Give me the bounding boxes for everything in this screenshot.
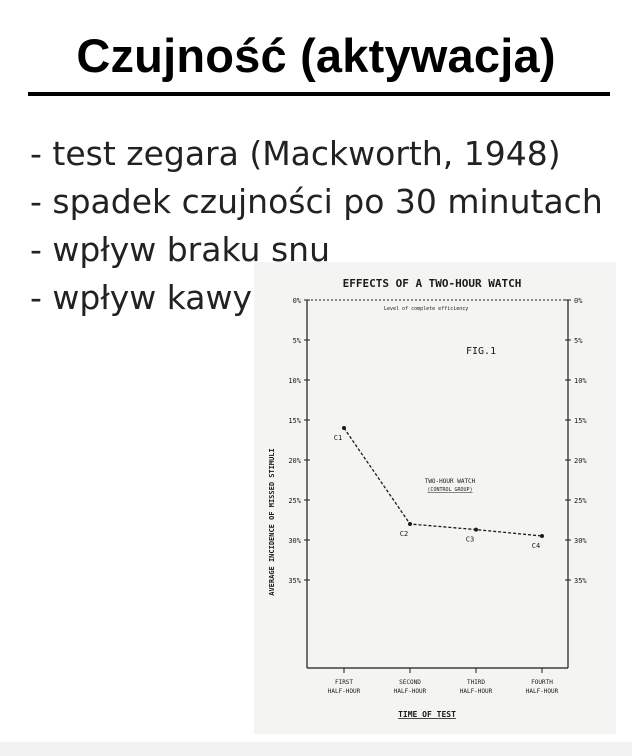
data-marks: C1 C2 C3 C4 (334, 426, 544, 550)
y-axis-label: AVERAGE INCIDENCE OF MISSED STIMULI (268, 448, 276, 596)
y-tick-label-right: 5% (574, 337, 583, 345)
y-tick-label-right: 35% (574, 577, 587, 585)
data-point (408, 522, 412, 526)
vigilance-chart: EFFECTS OF A TWO-HOUR WATCH FIG.1 Level … (268, 277, 587, 719)
y-tick-label-left: 20% (288, 457, 301, 465)
tick-labels: 0% 5% 10% 15% 20% 25% 30% 35% 0% 5% 10% 15% 20% 25% 30… (288, 297, 587, 695)
bullet-list: - test zegara (Mackworth, 1948) - spadek… (30, 130, 603, 322)
x-tick-label: SECOND (399, 679, 421, 686)
x-tick-label: THIRD (467, 679, 485, 686)
data-point (540, 534, 544, 538)
y-tick-label-left: 5% (293, 337, 302, 345)
bottom-bar (0, 742, 632, 756)
y-tick-label-left: 35% (288, 577, 301, 585)
y-tick-label-left: 25% (288, 497, 301, 505)
title-underline (28, 92, 610, 96)
x-tick-label: HALF-HOUR (394, 688, 427, 695)
point-label: C3 (466, 536, 474, 544)
chart-figure: EFFECTS OF A TWO-HOUR WATCH FIG.1 Level … (254, 262, 616, 734)
series-line (343, 427, 543, 537)
series-label: TWO-HOUR WATCH (425, 478, 476, 485)
series-subtitle: (CONTROL GROUP) (427, 487, 472, 493)
y-tick-label-right: 0% (574, 297, 583, 305)
y-tick-label-right: 15% (574, 417, 587, 425)
y-tick-label-left: 30% (288, 537, 301, 545)
data-point (342, 426, 346, 430)
point-label: C2 (400, 530, 408, 538)
y-tick-label-right: 30% (574, 537, 587, 545)
reference-line-label: Level of complete efficiency (384, 306, 468, 312)
y-tick-label-left: 0% (293, 297, 302, 305)
y-tick-label-right: 10% (574, 377, 587, 385)
point-label: C1 (334, 434, 342, 442)
bullet-item: - spadek czujności po 30 minutach (30, 182, 603, 221)
x-tick-label: FIRST (335, 679, 353, 686)
slide-title: Czujność (aktywacja) (76, 29, 556, 82)
y-tick-label-left: 10% (288, 377, 301, 385)
x-tick-label: FOURTH (531, 679, 553, 686)
data-point (474, 527, 478, 532)
bullet-item: - test zegara (Mackworth, 1948) (30, 134, 561, 173)
fig-label: FIG.1 (466, 346, 496, 357)
x-tick-label: HALF-HOUR (526, 688, 559, 695)
chart-title: EFFECTS OF A TWO-HOUR WATCH (343, 277, 522, 290)
axes (304, 299, 571, 673)
x-tick-label: HALF-HOUR (328, 688, 361, 695)
point-label: C4 (532, 542, 540, 550)
y-tick-label-right: 25% (574, 497, 587, 505)
x-tick-label: HALF-HOUR (460, 688, 493, 695)
y-tick-label-right: 20% (574, 457, 587, 465)
bullet-item: - wpływ kawy (30, 278, 252, 317)
x-axis-label: TIME OF TEST (398, 710, 456, 719)
y-tick-label-left: 15% (288, 417, 301, 425)
